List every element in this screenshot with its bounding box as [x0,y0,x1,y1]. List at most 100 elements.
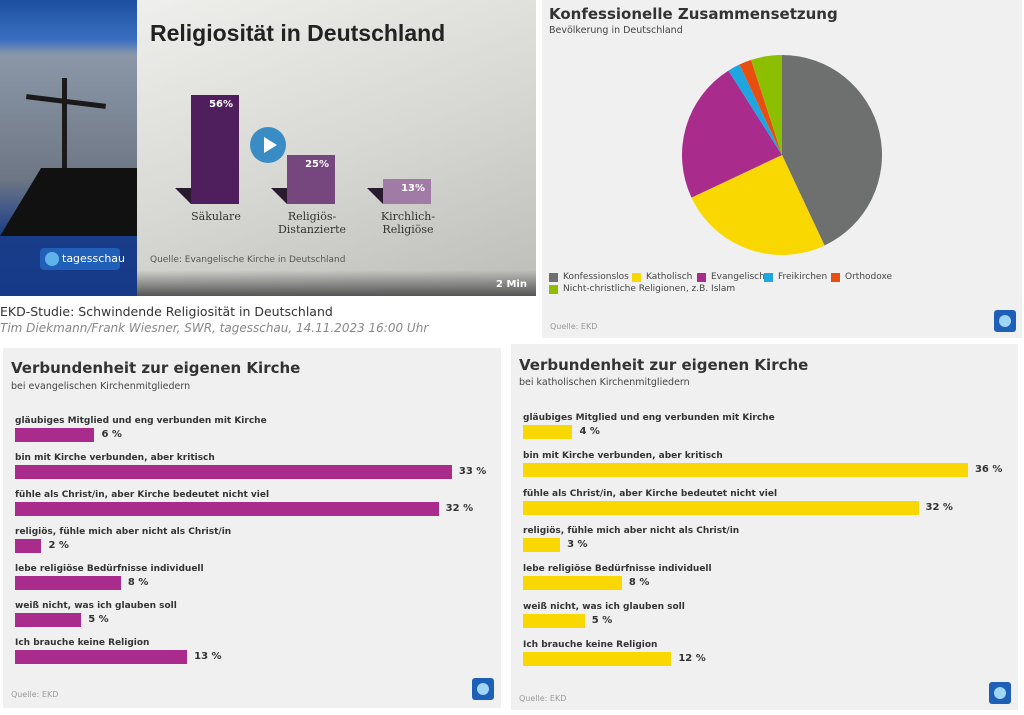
bar-value-label: 8 % [127,577,149,588]
legend-swatch [697,272,706,282]
legend-item: Konfessionslos [549,272,629,282]
bar [15,576,121,590]
katholisch-bar-chart-panel: Verbundenheit zur eigenen Kirche bei kat… [511,344,1018,710]
bar-category-label: bin mit Kirche verbunden, aber kritisch [523,450,723,461]
pie-source: Quelle: EKD [550,322,598,331]
bar-category-label: bin mit Kirche verbunden, aber kritisch [15,453,215,463]
legend-item: Evangelisch [697,272,765,282]
bar-value-label: 5 % [88,614,109,625]
bar-chart-source: Quelle: EKD [519,694,567,703]
video-chart-source: Quelle: Evangelische Kirche in Deutschla… [150,255,346,265]
bar [15,650,188,664]
video-bar-shadow [367,188,383,204]
pie-slice [728,64,782,155]
bar-value-label: 5 % [591,615,613,626]
video-bar-value: 56% [209,99,233,110]
bar-chart-source: Quelle: EKD [11,690,59,699]
bar-value-label: 3 % [567,539,588,551]
bar-category-label: gläubiges Mitglied und eng verbunden mit… [523,413,775,423]
bar [15,465,452,479]
ard-logo-icon [994,310,1016,332]
pie-chart-panel: Konfessionelle Zusammensetzung Bevölkeru… [542,0,1022,338]
video-bar-shadow [175,188,191,204]
evangelisch-bar-chart-panel: Verbundenheit zur eigenen Kirche bei eva… [3,348,501,708]
legend-label: Katholisch [646,272,693,282]
bar-value-label: 2 % [48,540,69,551]
video-bar: 13% [383,178,431,204]
bar-value-label: 12 % [678,652,706,664]
legend-swatch [549,284,558,294]
ard-logo-icon [989,682,1011,704]
bar [523,500,919,515]
video-caption-meta: Tim Diekmann/Frank Wiesner, SWR, tagessc… [0,321,429,335]
play-icon[interactable] [250,127,286,163]
legend-swatch [831,272,840,282]
legend-label: Evangelisch [711,272,765,282]
bar-value-label: 6 % [101,429,122,440]
bar-value-label: 33 % [458,466,487,477]
video-footer-gradient [137,270,536,296]
bar [15,502,439,516]
bar-value-label: 13 % [194,651,222,662]
pie-title: Konfessionelle Zusammensetzung [549,5,838,23]
legend-swatch [632,272,641,282]
church-roof [0,168,137,236]
video-player[interactable]: tagesschau Religiosität in Deutschland Q… [0,0,536,296]
bar-category-label: fühle als Christ/in, aber Kirche bedeute… [15,490,270,500]
bar-chart-title: Verbundenheit zur eigenen Kirche [519,356,809,374]
pie-slice [739,59,782,155]
bar [523,614,585,628]
video-bar-label: Kirchlich- Religiöse [380,210,436,236]
bar-category-label: religiös, fühle mich aber nicht als Chri… [15,527,232,537]
bar-value-label: 32 % [925,501,953,513]
cross-shape [62,78,67,176]
pie-slice [751,55,782,155]
cross-photo: tagesschau [0,0,137,296]
legend-label: Nicht-christliche Religionen, z.B. Islam [563,284,736,294]
bar [523,576,622,591]
bar [523,651,672,666]
bar [15,539,42,553]
bar-category-label: religiös, fühle mich aber nicht als Chri… [523,526,740,537]
bar [523,425,573,439]
video-duration: 2 Min [496,279,527,290]
video-bar-value: 25% [305,159,329,171]
legend-swatch [764,272,773,282]
bar-value-label: 4 % [579,426,600,437]
legend-item: Nicht-christliche Religionen, z.B. Islam [549,284,735,294]
pie-chart [682,55,882,256]
legend-label: Konfessionslos [563,272,629,282]
bar [523,538,561,553]
video-bar-value: 13% [401,182,425,194]
pie-slice [782,55,882,246]
bar-category-label: lebe religiöse Bedürfnisse individuell [15,564,204,574]
legend-label: Freikirchen [778,272,828,282]
video-bar-shadow [271,188,287,204]
bar-value-label: 8 % [628,577,650,589]
video-caption-title[interactable]: EKD-Studie: Schwindende Religiosität in … [0,304,333,319]
bar-category-label: Ich brauche keine Religion [15,638,150,648]
bar-category-label: lebe religiöse Bedürfnisse individuell [523,564,712,575]
video-bar: 25% [287,155,335,204]
bar-chart-title: Verbundenheit zur eigenen Kirche [11,359,301,377]
bar [15,613,82,627]
bar-value-label: 32 % [445,503,474,514]
video-bar: 56% [191,95,239,204]
bar [15,428,95,442]
pie-slice [682,70,782,198]
bar [523,462,968,477]
legend-item: Orthodoxe [831,272,892,282]
video-chart-title: Religiosität in Deutschland [150,20,446,46]
tagesschau-logo: tagesschau [40,248,125,270]
bar-chart-subtitle: bei katholischen Kirchenmitgliedern [519,377,690,388]
legend-label: Orthodoxe [845,272,893,282]
bar-chart-subtitle: bei evangelischen Kirchenmitgliedern [11,381,191,392]
pie-slice [691,155,825,256]
bar-value-label: 36 % [974,463,1003,475]
video-bar-label: Säkulare [191,210,241,223]
ard-logo-icon [472,678,494,700]
pie-subtitle: Bevölkerung in Deutschland [549,25,683,36]
legend-item: Katholisch [632,272,692,282]
legend-item: Freikirchen [764,272,827,282]
legend-swatch [549,272,558,282]
